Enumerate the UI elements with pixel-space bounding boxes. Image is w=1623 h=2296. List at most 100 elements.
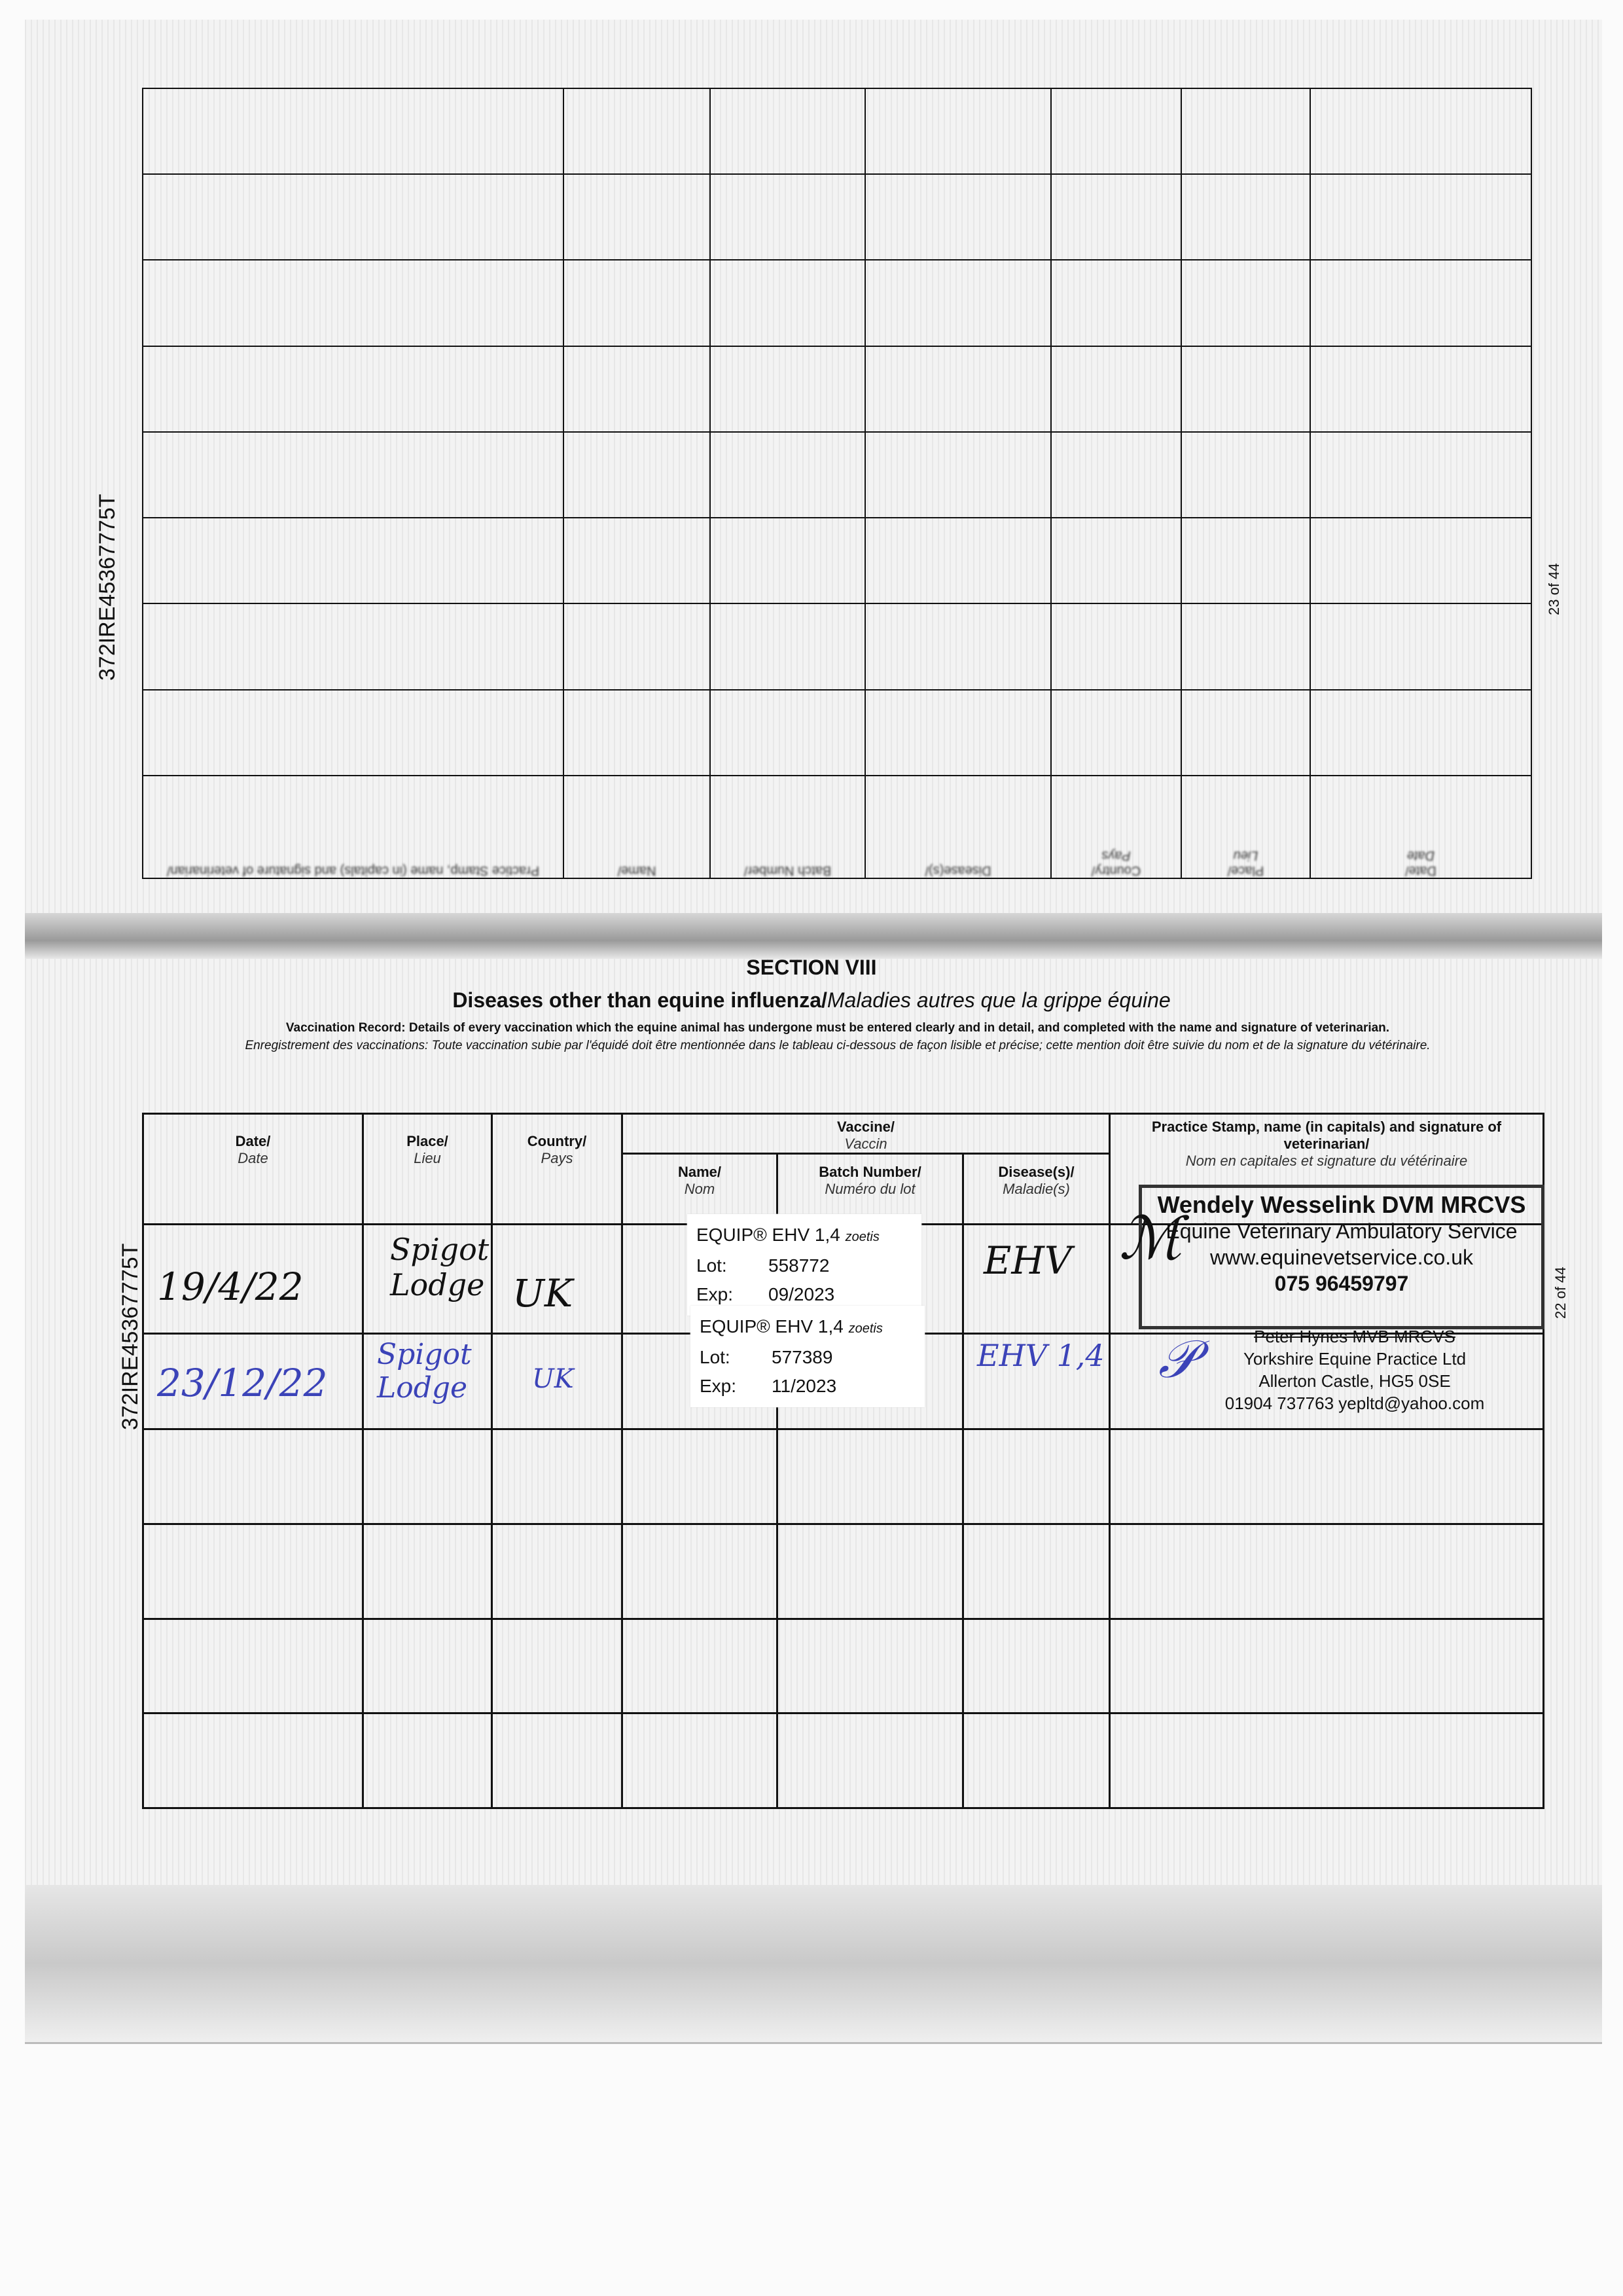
cell[interactable]: [1181, 432, 1310, 518]
cell[interactable]: [865, 689, 1051, 776]
cell[interactable]: [710, 689, 865, 776]
cell[interactable]: [962, 1428, 1111, 1525]
cell[interactable]: [143, 689, 563, 776]
cell[interactable]: [1310, 432, 1531, 518]
disease-cell[interactable]: EHV 1,4: [962, 1333, 1111, 1430]
cell[interactable]: [563, 518, 710, 604]
cell[interactable]: [621, 1428, 778, 1525]
stamp-cell[interactable]: [1109, 1333, 1544, 1430]
cell[interactable]: [1051, 88, 1181, 175]
cell[interactable]: [865, 346, 1051, 432]
cell[interactable]: [491, 1712, 623, 1809]
cell[interactable]: [865, 260, 1051, 346]
cell[interactable]: [142, 1522, 364, 1620]
cell[interactable]: [143, 518, 563, 604]
cell[interactable]: [1181, 689, 1310, 776]
cell[interactable]: [1310, 346, 1531, 432]
cell[interactable]: [362, 1712, 493, 1809]
date-cell[interactable]: 23/12/22: [142, 1333, 364, 1430]
cell[interactable]: [563, 174, 710, 260]
cell[interactable]: [1181, 603, 1310, 690]
cell[interactable]: [621, 1522, 778, 1620]
cell[interactable]: [1310, 518, 1531, 604]
header-place: Place/Lieu: [362, 1113, 493, 1225]
cell[interactable]: [142, 1617, 364, 1715]
cell[interactable]: [143, 174, 563, 260]
cell[interactable]: [776, 1522, 964, 1620]
cell[interactable]: [1181, 260, 1310, 346]
cell[interactable]: [865, 174, 1051, 260]
stamp-cell[interactable]: [1109, 1223, 1544, 1335]
date-cell[interactable]: 19/4/22: [142, 1223, 364, 1335]
cell[interactable]: [710, 88, 865, 175]
section-description-fr: Enregistrement des vaccinations: Toute v…: [245, 1039, 1431, 1052]
cell[interactable]: [710, 260, 865, 346]
cell[interactable]: [776, 1712, 964, 1809]
cell[interactable]: [143, 432, 563, 518]
vaccine-name: EQUIP® EHV 1,4: [696, 1225, 840, 1245]
cell[interactable]: [1051, 346, 1181, 432]
cell[interactable]: [962, 1712, 1111, 1809]
country-cell[interactable]: UK: [491, 1333, 623, 1430]
cell[interactable]: [776, 1428, 964, 1525]
disease-cell[interactable]: EHV: [962, 1223, 1111, 1335]
cell[interactable]: [710, 518, 865, 604]
cell[interactable]: [710, 346, 865, 432]
cell[interactable]: [621, 1712, 778, 1809]
cell[interactable]: [1181, 174, 1310, 260]
cell[interactable]: [710, 174, 865, 260]
cell[interactable]: [362, 1428, 493, 1525]
cell[interactable]: [143, 260, 563, 346]
cell[interactable]: [621, 1617, 778, 1715]
cell[interactable]: [1051, 174, 1181, 260]
cell[interactable]: [1051, 260, 1181, 346]
country-cell[interactable]: UK: [491, 1223, 623, 1335]
cell[interactable]: [143, 603, 563, 690]
cell[interactable]: [1310, 689, 1531, 776]
cell[interactable]: [865, 518, 1051, 604]
cell[interactable]: [1310, 260, 1531, 346]
cell[interactable]: [563, 346, 710, 432]
cell[interactable]: [491, 1617, 623, 1715]
cell[interactable]: [776, 1617, 964, 1715]
cell[interactable]: [710, 432, 865, 518]
cell[interactable]: [491, 1522, 623, 1620]
cell[interactable]: [563, 260, 710, 346]
vaccine-maker: zoetis: [845, 1230, 880, 1244]
cell[interactable]: [563, 603, 710, 690]
practice-address: Allerton Castle, HG5 0SE: [1258, 1371, 1451, 1391]
cell[interactable]: [1181, 518, 1310, 604]
cell[interactable]: [142, 1428, 364, 1525]
cell[interactable]: [1051, 518, 1181, 604]
cell[interactable]: [962, 1522, 1111, 1620]
cell[interactable]: [563, 689, 710, 776]
cell[interactable]: [563, 88, 710, 175]
cell[interactable]: [1310, 174, 1531, 260]
cell[interactable]: [1051, 603, 1181, 690]
cell[interactable]: [1109, 1712, 1544, 1809]
cell[interactable]: [1181, 346, 1310, 432]
cell[interactable]: [362, 1617, 493, 1715]
cell[interactable]: [865, 432, 1051, 518]
cell[interactable]: [865, 88, 1051, 175]
place-cell[interactable]: Spigot Lodge: [362, 1223, 493, 1335]
cell[interactable]: [563, 432, 710, 518]
cell[interactable]: [1051, 432, 1181, 518]
vaccine-sticker-1: EQUIP® EHV 1,4 zoetis Lot: 558772 Exp: 09/…: [687, 1214, 921, 1316]
cell[interactable]: [1109, 1522, 1544, 1620]
cell[interactable]: [142, 1712, 364, 1809]
cell[interactable]: [1310, 603, 1531, 690]
cell[interactable]: [1181, 88, 1310, 175]
cell[interactable]: [143, 88, 563, 175]
cell[interactable]: [710, 603, 865, 690]
cell[interactable]: [962, 1617, 1111, 1715]
cell[interactable]: [1109, 1617, 1544, 1715]
cell[interactable]: [1109, 1428, 1544, 1525]
cell[interactable]: [1051, 689, 1181, 776]
cell[interactable]: [143, 346, 563, 432]
cell[interactable]: [1310, 88, 1531, 175]
cell[interactable]: [362, 1522, 493, 1620]
cell[interactable]: [865, 603, 1051, 690]
cell[interactable]: [491, 1428, 623, 1525]
place-cell[interactable]: Spigot Lodge: [362, 1333, 493, 1430]
